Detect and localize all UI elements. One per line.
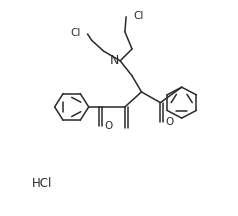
Text: O: O <box>166 117 174 127</box>
Text: N: N <box>109 54 119 67</box>
Text: Cl: Cl <box>71 28 81 38</box>
Text: HCl: HCl <box>31 177 52 190</box>
Text: O: O <box>104 121 112 131</box>
Text: Cl: Cl <box>133 11 144 21</box>
